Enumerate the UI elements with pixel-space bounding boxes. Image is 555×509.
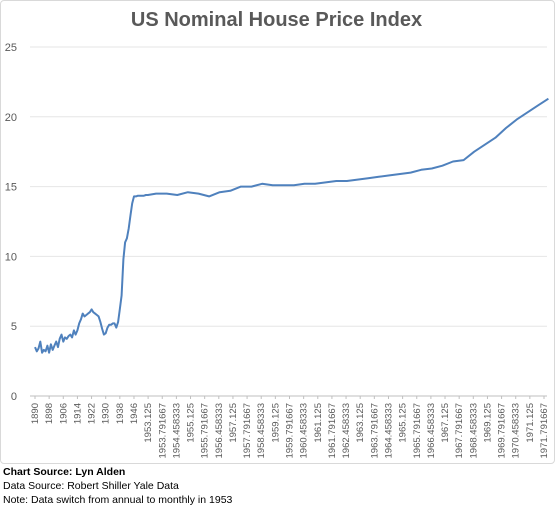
series-group: [34, 97, 549, 354]
y-tick-label: 20: [5, 112, 17, 124]
x-tick-label: 1898: [44, 403, 55, 424]
x-tick-label: 1964.458333: [383, 403, 394, 458]
x-tick-label: 1959.791667: [285, 403, 296, 458]
x-tick-label: 1958.458333: [256, 403, 267, 458]
x-tick-label: 1963.791667: [369, 403, 380, 458]
x-tick-label: 1971.791667: [539, 403, 550, 458]
data-source-text: Data Source: Robert Shiller Yale Data: [3, 480, 179, 492]
x-tick-label: 1890: [30, 403, 41, 424]
x-tick-label: 1938: [115, 403, 126, 424]
y-tick-label: 15: [5, 182, 17, 194]
x-tick-label: 1946: [129, 403, 140, 424]
x-tick-label: 1963.125: [355, 403, 366, 443]
x-tick-label: 1965.125: [398, 403, 409, 443]
x-axis-ticks: 1890 1898 1906 1914 1922 1930 1938 1946 1953.125…: [30, 396, 550, 458]
x-tick-label: 1954.458333: [171, 403, 182, 458]
y-tick-label: 0: [11, 391, 17, 403]
x-tick-label: 1957.125: [228, 403, 239, 443]
gridlines: [30, 46, 547, 327]
y-tick-label: 10: [5, 251, 17, 263]
x-tick-label: 1961.125: [313, 403, 324, 443]
x-tick-label: 1922: [87, 403, 98, 424]
x-tick-label: 1955.791667: [200, 403, 211, 458]
x-tick-label: 1956.458333: [214, 403, 225, 458]
x-tick-label: 1953.125: [143, 403, 154, 443]
x-tick-label: 1967.791667: [454, 403, 465, 458]
x-tick-label: 1930: [101, 403, 112, 424]
x-tick-label: 1957.791667: [242, 403, 253, 458]
x-tick-label: 1955.125: [186, 403, 197, 443]
x-tick-label: 1967.125: [440, 403, 451, 443]
chart-frame: [0, 0, 555, 464]
x-tick-label: 1969.791667: [497, 403, 508, 458]
x-tick-label: 1961.791667: [327, 403, 338, 458]
x-tick-label: 1965.791667: [412, 403, 423, 458]
x-tick-label: 1906: [58, 403, 69, 424]
y-tick-label: 5: [11, 321, 17, 333]
y-axis-ticks: 0 5 10 15 20 25: [5, 42, 17, 403]
x-tick-label: 1968.458333: [468, 403, 479, 458]
x-tick-label: 1959.125: [270, 403, 281, 443]
x-tick-label: 1970.458333: [511, 403, 522, 458]
note-text: Note: Data switch from annual to monthly…: [3, 494, 233, 506]
series-line: [34, 97, 549, 354]
x-tick-label: 1962.458333: [341, 403, 352, 458]
x-tick-label: 1914: [72, 403, 83, 424]
x-tick-label: 1969.125: [482, 403, 493, 443]
chart-source-text: Chart Source: Lyn Alden: [3, 466, 126, 478]
x-tick-label: 1960.458333: [299, 403, 310, 458]
x-tick-label: 1953.791667: [157, 403, 168, 458]
x-tick-label: 1971.125: [525, 403, 536, 443]
chart-footer: Chart Source: Lyn Alden Data Source: Rob…: [3, 465, 232, 507]
y-tick-label: 25: [5, 42, 17, 54]
x-tick-label: 1966.458333: [426, 403, 437, 458]
chart-title: US Nominal House Price Index: [130, 9, 423, 31]
